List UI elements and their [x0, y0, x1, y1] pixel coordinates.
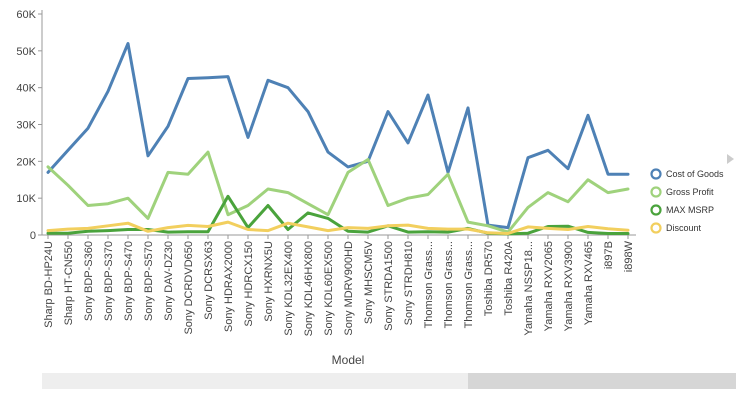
y-tick-label: 0: [30, 230, 36, 242]
legend-label: Cost of Goods: [666, 169, 724, 179]
y-tick-label: 50K: [16, 46, 36, 58]
legend-label: Gross Profit: [666, 187, 714, 197]
x-tick-label: Sony STRDH810: [403, 241, 415, 325]
x-tick-label: Sony BDP-S570: [143, 241, 155, 321]
x-tick-label: Thomson Grass...: [463, 241, 475, 328]
y-tick-label: 40K: [16, 83, 36, 95]
x-tick-label: Sony HXRNX5U: [263, 241, 275, 322]
x-tick-label: Sony KDL60EX500: [323, 241, 335, 336]
x-tick-label: i897B: [603, 241, 615, 269]
x-tick-label: Yamaha RXV465: [583, 241, 595, 325]
y-tick-label: 10K: [16, 193, 36, 205]
series-line[interactable]: [46, 150, 630, 234]
x-tick-label: Sony MDRV900HD: [343, 241, 355, 336]
scrollbar-thumb[interactable]: [468, 373, 736, 389]
x-tick-label: i898W: [623, 240, 635, 272]
x-tick-label: Toshiba DR570: [483, 241, 495, 316]
x-tick-label: Yamaha NSSP18...: [523, 241, 535, 336]
x-tick-label: Sharp BD-HP24U: [43, 241, 55, 328]
x-axis-title: Model: [332, 353, 365, 367]
x-tick-label: Sony MHSCM5V: [363, 240, 375, 324]
series-line[interactable]: [46, 220, 630, 235]
x-tick-label: Sony HDRAX2000: [223, 241, 235, 332]
legend-marker: [650, 168, 662, 180]
legend[interactable]: Cost of Goods Gross Profit MAX MSRP Discoun…: [650, 168, 725, 234]
x-tick-label: Thomson Grass...: [423, 241, 435, 328]
x-tick-label: Sony HDRCX150: [243, 241, 255, 327]
x-tick-label: Sony BDP-S360: [83, 241, 95, 321]
legend-marker: [650, 204, 662, 216]
legend-marker: [650, 186, 662, 198]
y-tick-label: 20K: [16, 156, 36, 168]
x-tick-label: Sony DCRDVD650: [183, 241, 195, 335]
legend-label: MAX MSRP: [666, 205, 714, 215]
horizontal-scrollbar[interactable]: [42, 373, 736, 389]
y-tick-label: 30K: [16, 120, 36, 132]
x-tick-label: Sony KDL32EX400: [283, 241, 295, 336]
x-tick-label: Yamaha RXV2065: [543, 241, 555, 331]
y-tick-label: 60K: [16, 9, 36, 21]
x-tick-label: Yamaha RXV3900: [563, 241, 575, 331]
x-tick-label: Thomson Grass...: [443, 241, 455, 328]
legend-marker: [650, 222, 662, 234]
x-tick-label: Sony BDP-S470: [123, 241, 135, 321]
x-tick-label: Sony STRDA1500: [383, 241, 395, 331]
x-tick-label: Sharp HT-CN550: [63, 241, 75, 325]
x-tick-label: Sony BDP-S370: [103, 241, 115, 321]
x-axis: Sharp BD-HP24U Sharp HT-CN550 Sony BDP-S36…: [42, 234, 636, 336]
legend-label: Discount: [666, 223, 702, 233]
y-axis: 0 10K 20K 30K 40K 50K 60K: [16, 9, 43, 242]
x-tick-label: Sony DCRSX63: [203, 241, 215, 320]
series-layer: [46, 42, 630, 236]
series-line[interactable]: [46, 42, 630, 230]
x-tick-label: Toshiba R420A: [503, 240, 515, 315]
x-tick-label: Sony DAV-DZ30: [163, 241, 175, 321]
legend-scroll-arrow-icon[interactable]: [727, 154, 734, 164]
x-tick-label: Sony KDL46HX800: [303, 241, 315, 336]
